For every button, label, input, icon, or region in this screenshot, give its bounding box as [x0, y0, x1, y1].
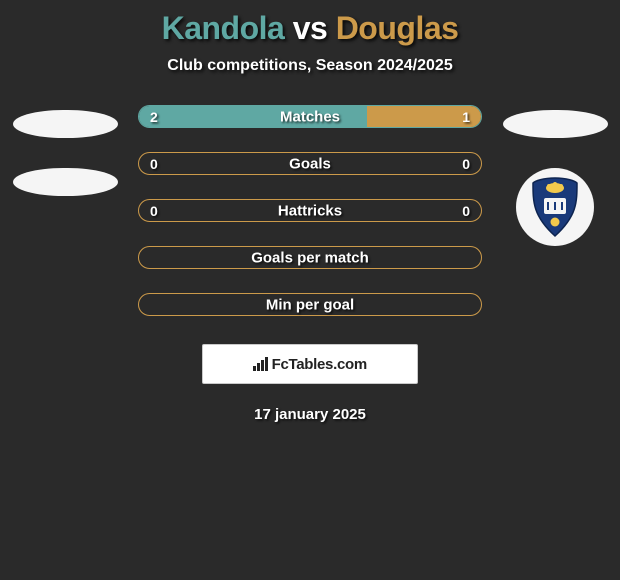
stat-row: Matches 2 1 [138, 105, 482, 128]
stat-label: Goals per match [251, 249, 369, 266]
stats-area: Matches 2 1 Goals 0 0 Hattricks 0 0 Goals per mat… [0, 105, 620, 316]
bars-chart-icon [253, 357, 268, 371]
stat-row: Hattricks 0 0 [138, 199, 482, 222]
brand-badge[interactable]: FcTables.com [202, 344, 418, 384]
stat-value-left: 0 [150, 203, 158, 219]
stat-value-left: 0 [150, 156, 158, 172]
shield-icon [529, 176, 581, 238]
right-avatar-column [500, 105, 610, 246]
stat-value-left: 2 [150, 109, 158, 125]
comparison-card: Kandola vs Douglas Club competitions, Se… [0, 0, 620, 423]
stat-row: Goals per match [138, 246, 482, 269]
stat-value-right: 0 [462, 156, 470, 172]
subtitle: Club competitions, Season 2024/2025 [0, 57, 620, 75]
stat-bars: Matches 2 1 Goals 0 0 Hattricks 0 0 Goals per mat… [120, 105, 500, 316]
player1-club-placeholder [13, 168, 118, 196]
stat-label: Min per goal [266, 296, 354, 313]
stat-label: Hattricks [278, 202, 342, 219]
date-line: 17 january 2025 [0, 406, 620, 423]
stat-value-right: 1 [462, 109, 470, 125]
player2-name: Douglas [336, 10, 459, 46]
left-avatar-column [10, 105, 120, 196]
player2-avatar-placeholder [503, 110, 608, 138]
title-vs: vs [293, 10, 328, 46]
stat-label: Matches [280, 108, 340, 125]
stat-row: Goals 0 0 [138, 152, 482, 175]
page-title: Kandola vs Douglas [0, 10, 620, 47]
stat-row: Min per goal [138, 293, 482, 316]
player2-club-crest [516, 168, 594, 246]
player1-name: Kandola [162, 10, 285, 46]
stat-label: Goals [289, 155, 331, 172]
player1-avatar-placeholder [13, 110, 118, 138]
stat-value-right: 0 [462, 203, 470, 219]
brand-text: FcTables.com [272, 356, 367, 373]
